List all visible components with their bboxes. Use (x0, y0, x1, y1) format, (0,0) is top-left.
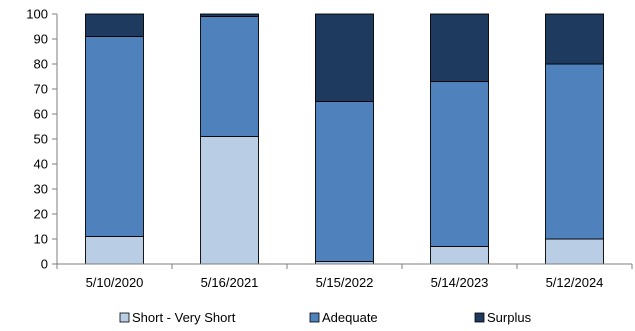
x-tick-label: 5/15/2022 (316, 275, 374, 290)
y-tick-label: 90 (34, 32, 48, 47)
bar-segment-short-very-short (200, 136, 259, 265)
bar-segment-adequate (200, 16, 259, 137)
y-tick-label: 30 (34, 182, 48, 197)
legend-label: Surplus (487, 310, 532, 325)
y-tick-label: 50 (34, 132, 48, 147)
y-tick-label: 40 (34, 157, 48, 172)
bar-segment-surplus (430, 13, 489, 82)
legend-swatch (474, 312, 485, 323)
bar-segment-surplus (85, 13, 144, 37)
legend-swatch (119, 312, 130, 323)
x-tick-label: 5/16/2021 (201, 275, 259, 290)
bar-segment-surplus (200, 13, 259, 17)
x-tick-label: 5/10/2020 (86, 275, 144, 290)
x-tick-label: 5/12/2024 (546, 275, 604, 290)
y-tick-label: 100 (26, 7, 48, 22)
bar-segment-short-very-short (545, 238, 604, 265)
bar-segment-short-very-short (85, 236, 144, 265)
x-tick-label: 5/14/2023 (431, 275, 489, 290)
y-tick-label: 10 (34, 232, 48, 247)
bar-segment-adequate (430, 81, 489, 247)
y-tick-label: 80 (34, 57, 48, 72)
bar-segment-surplus (315, 13, 374, 102)
bar-segment-adequate (85, 36, 144, 237)
y-tick-label: 60 (34, 107, 48, 122)
legend-label: Adequate (322, 310, 378, 325)
bar-segment-surplus (545, 13, 604, 65)
legend-swatch (309, 312, 320, 323)
bar-segment-adequate (315, 101, 374, 262)
y-tick-label: 20 (34, 207, 48, 222)
bar-segment-short-very-short (430, 246, 489, 265)
bar-segment-adequate (545, 63, 604, 240)
y-tick-label: 0 (41, 257, 48, 272)
legend-label: Short - Very Short (132, 310, 236, 325)
y-tick-label: 70 (34, 82, 48, 97)
